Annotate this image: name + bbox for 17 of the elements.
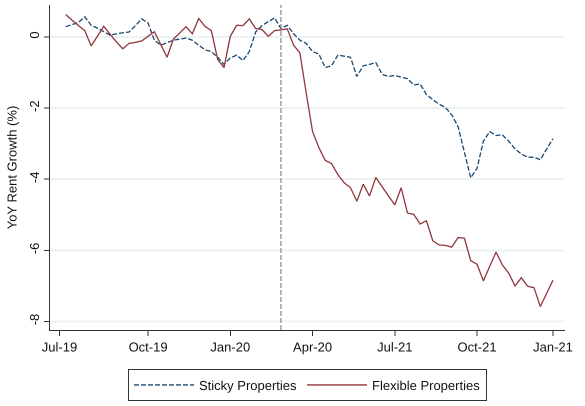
line-series — [65, 14, 554, 308]
line-series — [65, 16, 554, 178]
y-tick-label: 0 — [26, 31, 42, 39]
x-tick-label: Oct-19 — [128, 340, 168, 355]
x-tick-label: Jul-19 — [42, 340, 78, 355]
x-tick-label: Jan-20 — [210, 340, 250, 355]
x-tick-label: Apr-20 — [293, 340, 332, 355]
legend-label: Flexible Properties — [372, 378, 480, 394]
x-tick-label: Jan-21 — [533, 340, 573, 355]
y-axis-title: YoY Rent Growth (%) — [4, 106, 20, 230]
legend-label: Sticky Properties — [199, 378, 298, 394]
y-tick-label: -4 — [26, 172, 42, 184]
y-tick-label: -8 — [26, 314, 42, 326]
y-tick-label: -2 — [26, 100, 42, 112]
y-tick-label: -6 — [26, 242, 42, 254]
x-tick-label: Jul-21 — [377, 340, 413, 355]
x-tick-label: Oct-21 — [458, 340, 497, 355]
